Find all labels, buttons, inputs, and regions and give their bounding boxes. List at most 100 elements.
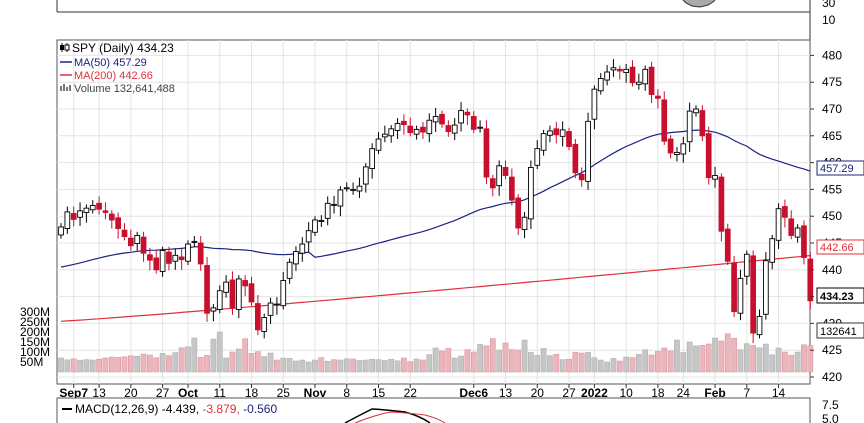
volume-bar <box>432 347 439 373</box>
volume-bar <box>83 359 90 373</box>
candle <box>629 60 636 87</box>
candle <box>375 132 382 155</box>
candle <box>216 285 223 314</box>
price-badge-box <box>816 287 864 304</box>
volume-bar <box>610 358 617 373</box>
candle <box>413 125 420 140</box>
price-tick-label: 425 <box>822 343 842 357</box>
candle <box>369 143 376 179</box>
candlesticks <box>58 59 814 344</box>
volume-bar <box>248 353 255 373</box>
volume-badge: 132641 <box>820 326 857 338</box>
date-tick-label: 27 <box>156 386 170 400</box>
candle <box>718 173 725 242</box>
candle <box>280 271 287 310</box>
volume-bar <box>743 343 750 373</box>
volume-tick-label: 200M <box>20 325 50 339</box>
volume-bar <box>496 349 502 373</box>
candle <box>356 177 363 198</box>
date-tick-label: 2022 <box>581 386 608 400</box>
candle <box>204 256 210 322</box>
candle <box>350 182 356 195</box>
volume-bar <box>489 338 496 373</box>
candle <box>127 229 134 252</box>
volume-bar <box>242 338 249 373</box>
volume-bar <box>369 358 375 373</box>
volume-bar <box>559 359 566 373</box>
candle <box>394 118 401 140</box>
price-tick-label: 465 <box>822 129 842 143</box>
volume-bar <box>724 333 731 373</box>
macd-tick-1: 7.5 <box>822 398 839 412</box>
macd-panel: MACD(12,26,9) -4.439, -3.879, -0.560 7.5… <box>56 397 839 423</box>
volume-badge-box <box>816 322 864 339</box>
volume-bar <box>661 347 668 373</box>
volume-bar <box>128 355 134 373</box>
candle <box>274 297 280 315</box>
candle <box>743 250 750 285</box>
volume-bar <box>147 354 153 373</box>
volume-bar <box>324 360 331 373</box>
volume-bar <box>401 357 407 373</box>
candle <box>724 223 731 265</box>
volume-bar <box>750 345 756 373</box>
volume-bar <box>553 353 560 373</box>
volume-bar <box>604 361 610 373</box>
candle <box>388 125 395 143</box>
volume-bar <box>483 345 490 373</box>
candle <box>731 255 737 317</box>
volume-bar <box>210 338 217 373</box>
candle <box>451 118 458 141</box>
volume-bar <box>331 359 337 373</box>
candle <box>489 174 496 197</box>
volume-bar <box>197 357 204 373</box>
candle <box>286 258 293 284</box>
volume-bar <box>477 344 483 373</box>
volume-bar <box>191 337 198 373</box>
volume-bar <box>572 351 579 373</box>
top-panel-tick-2: 10 <box>822 13 836 27</box>
candle <box>134 231 141 251</box>
macd-tick-2: 5.0 <box>822 412 839 423</box>
legend: SPY (Daily) 434.23 MA(50) 457.29 MA(200)… <box>60 41 175 95</box>
volume-bar <box>470 351 477 373</box>
volume-bar <box>686 341 693 373</box>
volume-bar <box>540 348 547 373</box>
volume-bar <box>299 359 306 373</box>
volume-bar <box>89 359 96 373</box>
candle <box>191 236 198 248</box>
candle <box>458 102 464 132</box>
volume-bar <box>464 349 471 373</box>
date-tick-label: 15 <box>372 386 386 400</box>
candle <box>318 215 325 227</box>
date-tick-label: 18 <box>245 386 259 400</box>
candle <box>362 163 369 193</box>
candle <box>147 247 153 271</box>
volume-bar <box>337 359 344 373</box>
volume-bar <box>388 358 395 373</box>
candle <box>578 167 585 187</box>
volume-bar <box>159 353 166 373</box>
volume-bar <box>578 352 585 373</box>
ma50-badge: 457.29 <box>820 163 854 175</box>
candle <box>102 202 109 220</box>
volume-bar <box>375 359 382 373</box>
candle <box>83 204 90 223</box>
date-tick-label: 7 <box>743 386 750 400</box>
candle <box>763 252 769 320</box>
top-panel-indicator-line <box>682 0 716 8</box>
candle <box>439 110 445 128</box>
volume-bar <box>108 356 115 373</box>
volume-bar <box>782 351 788 373</box>
volume-tick-label: 300M <box>20 305 50 319</box>
volume-bar <box>274 359 280 373</box>
candle <box>775 203 782 249</box>
date-tick-label: Nov <box>304 386 327 400</box>
date-tick-label: 18 <box>651 386 665 400</box>
volume-bar <box>153 357 160 373</box>
ma50-legend-label: MA(50) 457.29 <box>74 57 147 69</box>
volume-bar <box>693 345 699 373</box>
candle <box>502 160 509 180</box>
candle <box>77 202 83 226</box>
volume-bar <box>216 331 223 373</box>
